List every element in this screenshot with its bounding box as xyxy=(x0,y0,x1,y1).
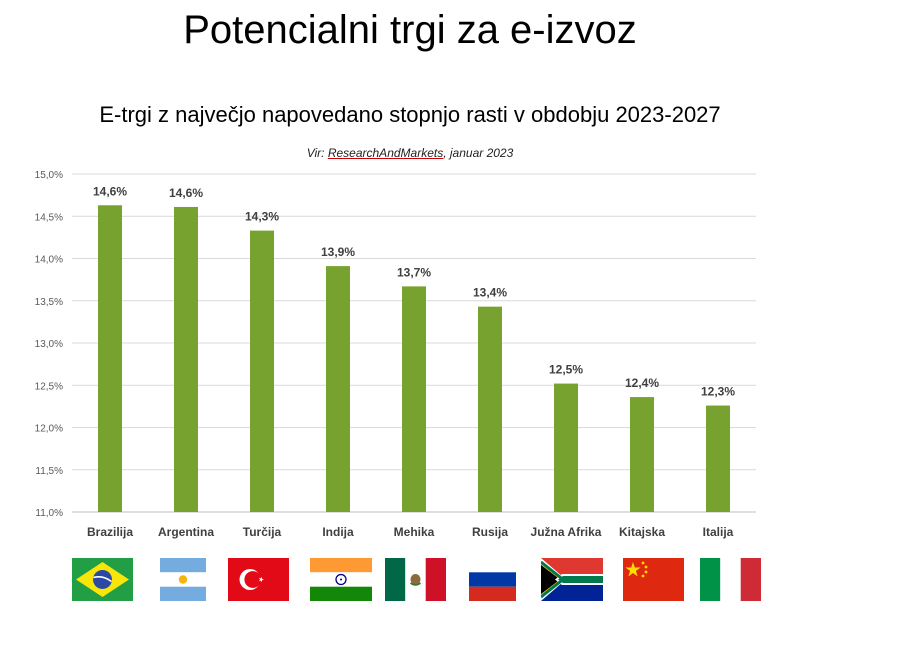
x-tick-label: Mehika xyxy=(394,525,435,539)
bar xyxy=(706,405,730,512)
data-label: 12,5% xyxy=(549,363,583,377)
source-prefix: Vir: xyxy=(306,146,328,160)
source-name: ResearchAndMarkets xyxy=(327,146,444,160)
y-tick-label: 13,0% xyxy=(35,339,63,350)
data-label: 14,6% xyxy=(93,184,127,198)
x-tick-label: Južna Afrika xyxy=(531,525,602,539)
russia-flag-icon xyxy=(469,558,516,601)
x-tick-label: Turčija xyxy=(243,525,282,539)
y-tick-label: 14,5% xyxy=(35,212,63,223)
x-tick-label: Kitajska xyxy=(619,525,665,539)
bar xyxy=(402,286,426,512)
argentina-flag-icon xyxy=(160,558,206,601)
y-tick-label: 15,0% xyxy=(35,170,63,181)
brazil-flag-icon xyxy=(72,558,133,601)
page-title: Potencialni trgi za e-izvoz xyxy=(183,8,637,52)
bar xyxy=(250,230,274,513)
data-label: 13,4% xyxy=(473,286,507,300)
bar xyxy=(630,397,654,512)
data-label: 14,3% xyxy=(245,210,279,224)
mexico-flag-icon xyxy=(385,558,446,601)
x-tick-label: Brazilija xyxy=(87,525,133,539)
india-flag-icon xyxy=(310,558,372,601)
x-tick-label: Rusija xyxy=(472,525,508,539)
italy-flag-icon xyxy=(700,558,761,601)
data-label: 12,4% xyxy=(625,376,659,390)
data-label: 13,7% xyxy=(397,265,431,279)
bar xyxy=(98,205,122,512)
x-tick-label: Italija xyxy=(703,525,734,539)
y-tick-label: 12,0% xyxy=(35,424,63,435)
bar xyxy=(478,306,502,512)
data-label: 13,9% xyxy=(321,245,355,259)
y-tick-label: 13,5% xyxy=(35,297,63,308)
south-africa-flag-icon xyxy=(541,558,603,601)
bar xyxy=(174,206,198,512)
chart-source: Vir: ResearchAndMarkets, januar 2023 xyxy=(0,146,820,160)
y-tick-label: 12,5% xyxy=(35,381,63,392)
x-tick-label: Indija xyxy=(322,525,354,539)
data-label: 14,6% xyxy=(169,186,203,200)
source-suffix: , januar 2023 xyxy=(443,146,514,160)
y-tick-label: 14,0% xyxy=(35,255,63,266)
chart-title: E-trgi z največjo napovedano stopnjo ras… xyxy=(99,102,721,127)
bar xyxy=(554,383,578,512)
china-flag-icon xyxy=(623,558,684,601)
y-tick-label: 11,0% xyxy=(35,508,63,519)
y-tick-label: 11,5% xyxy=(35,466,63,477)
data-label: 12,3% xyxy=(701,385,735,399)
x-tick-label: Argentina xyxy=(158,525,214,539)
turkey-flag-icon xyxy=(228,558,289,601)
bar xyxy=(326,266,350,512)
